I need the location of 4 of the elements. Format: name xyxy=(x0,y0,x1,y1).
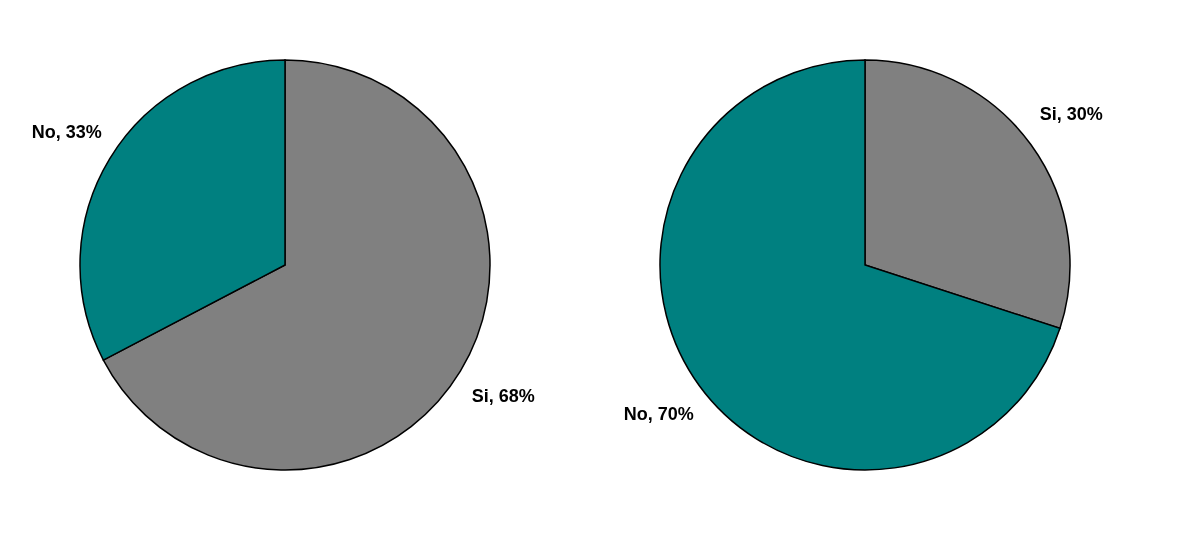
slice-label: Si, 68% xyxy=(471,386,535,407)
slice-label: No, 33% xyxy=(31,121,102,142)
slice-label: No, 70% xyxy=(623,403,694,424)
slice-label: Si, 30% xyxy=(1039,104,1103,125)
